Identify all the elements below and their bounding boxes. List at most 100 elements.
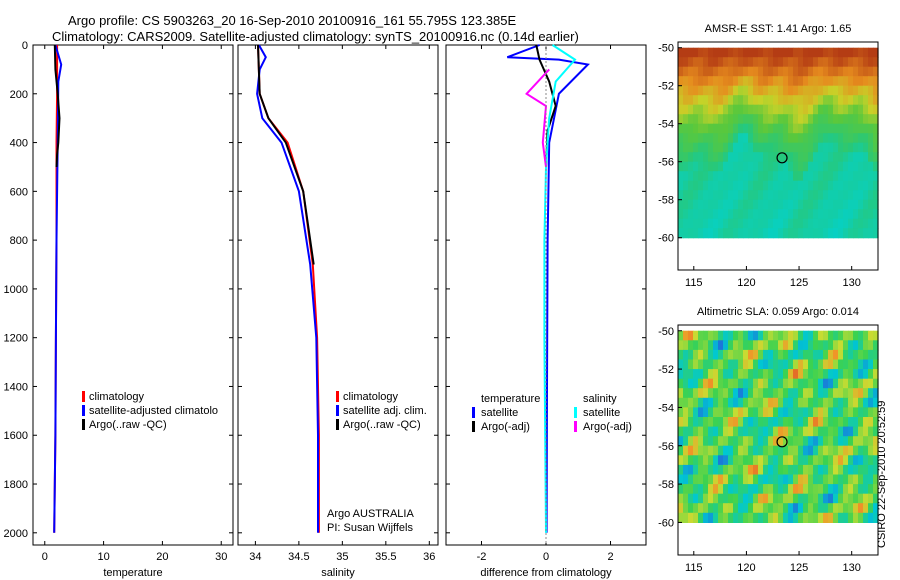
heatmap-cell <box>718 218 724 229</box>
heatmap-cell <box>843 133 849 144</box>
heatmap-cell <box>693 47 699 58</box>
heatmap-cell <box>863 388 869 399</box>
heatmap-cell <box>763 426 769 437</box>
heatmap-cell <box>718 123 724 134</box>
heatmap-cell <box>863 349 869 361</box>
heatmap-cell <box>803 436 809 447</box>
heatmap-cell <box>818 417 824 428</box>
heatmap-cell <box>688 445 694 456</box>
annotation-line-1: PI: Susan Wijffels <box>327 522 413 534</box>
heatmap-cell <box>833 76 839 87</box>
heatmap-cell <box>868 426 874 437</box>
heatmap-cell <box>738 512 744 523</box>
heatmap-cell <box>788 436 794 447</box>
map-ytick-label: -58 <box>658 195 674 207</box>
heatmap-cell <box>858 359 864 370</box>
heatmap-cell <box>798 66 804 77</box>
heatmap-cell <box>773 388 779 399</box>
heatmap-cell <box>768 455 774 466</box>
heatmap-cell <box>873 209 879 220</box>
heatmap-cell <box>873 133 879 144</box>
heatmap-cell <box>818 436 824 447</box>
heatmap-cell <box>683 142 689 153</box>
heatmap-cell <box>698 114 704 125</box>
heatmap-cell <box>833 47 839 58</box>
heatmap-cell <box>828 76 834 87</box>
heatmap-cell <box>813 474 819 485</box>
heatmap-cell <box>768 190 774 201</box>
heatmap-cell <box>828 484 834 495</box>
heatmap-cell <box>833 474 839 485</box>
heatmap-cell <box>833 57 839 68</box>
heatmap-cell <box>868 484 874 495</box>
heatmap-cell <box>728 455 734 466</box>
heatmap-cell <box>703 171 709 182</box>
heatmap-cell <box>838 330 844 341</box>
heatmap-cell <box>843 47 849 58</box>
heatmap-cell <box>678 228 684 239</box>
heatmap-cell <box>808 330 814 341</box>
heatmap-cell <box>678 388 684 399</box>
heatmap-cell <box>823 369 829 380</box>
heatmap-cell <box>868 161 874 172</box>
heatmap-cell <box>738 340 744 351</box>
heatmap-cell <box>763 503 769 514</box>
heatmap-cell <box>838 445 844 456</box>
heatmap-cell <box>773 47 779 58</box>
heatmap-cell <box>748 369 754 380</box>
heatmap-cell <box>853 104 859 115</box>
heatmap-cell <box>708 330 714 341</box>
heatmap-cell <box>733 114 739 125</box>
heatmap-cell <box>858 474 864 485</box>
heatmap-cell <box>818 152 824 163</box>
heatmap-cell <box>833 95 839 106</box>
heatmap-cell <box>833 114 839 125</box>
heatmap-cell <box>833 493 839 504</box>
heatmap-cell <box>863 161 869 172</box>
heatmap-cell <box>693 464 699 476</box>
heatmap-cell <box>683 66 689 77</box>
legend-label-temperature-1: satellite-adjusted climatolo <box>89 405 218 417</box>
heatmap-cell <box>833 436 839 447</box>
heatmap-cell <box>858 417 864 428</box>
heatmap-cell <box>808 95 814 106</box>
heatmap-cell <box>788 359 794 370</box>
heatmap-cell <box>808 142 814 153</box>
heatmap-cell <box>793 199 799 210</box>
heatmap-cell <box>823 85 829 96</box>
heatmap-cell <box>813 161 819 172</box>
heatmap-cell <box>753 484 759 495</box>
heatmap-cell <box>868 76 874 87</box>
heatmap-cell <box>828 417 834 428</box>
heatmap-cell <box>703 359 709 370</box>
heatmap-cell <box>683 199 689 210</box>
heatmap-cell <box>743 85 749 96</box>
heatmap-cell <box>803 85 809 96</box>
heatmap-cell <box>703 388 709 399</box>
heatmap-cell <box>678 445 684 456</box>
heatmap-cell <box>858 436 864 447</box>
heatmap-cell <box>823 484 829 495</box>
heatmap-cell <box>743 114 749 125</box>
heatmap-cell <box>693 484 699 495</box>
heatmap-cell <box>743 503 749 514</box>
heatmap-cell <box>828 228 834 239</box>
heatmap-cell <box>683 209 689 220</box>
heatmap-cell <box>798 503 804 514</box>
heatmap-cell <box>698 123 704 134</box>
heatmap-cell <box>703 445 709 456</box>
heatmap-cell <box>813 359 819 370</box>
heatmap-cell <box>868 133 874 144</box>
heatmap-cell <box>763 340 769 351</box>
heatmap-cell <box>778 199 784 210</box>
heatmap-cell <box>688 180 694 191</box>
heatmap-cell <box>713 57 719 68</box>
heatmap-cell <box>813 407 819 418</box>
heatmap-cell <box>768 359 774 370</box>
heatmap-cell <box>708 199 714 210</box>
heatmap-cell <box>833 484 839 495</box>
heatmap-cell <box>738 209 744 220</box>
heatmap-cell <box>783 512 789 523</box>
heatmap-cell <box>848 340 854 351</box>
heatmap-cell <box>698 474 704 485</box>
